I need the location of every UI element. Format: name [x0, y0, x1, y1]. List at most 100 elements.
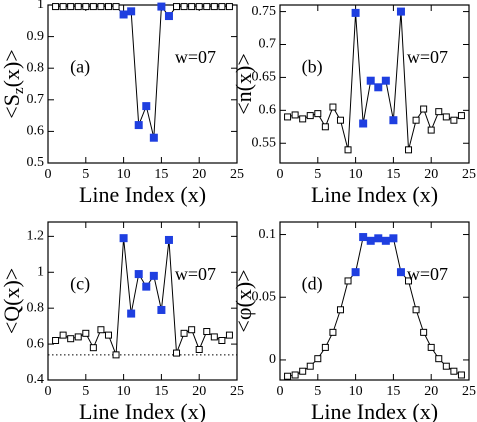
- marker: [52, 3, 60, 11]
- marker: [435, 355, 443, 363]
- y-axis-label-part: <φ(x)>: [231, 269, 256, 332]
- marker: [405, 146, 413, 154]
- x-tick-label: 0: [45, 167, 52, 182]
- y-axis-label-part: z: [11, 87, 27, 94]
- annotation: w=07: [407, 264, 448, 284]
- marker: [142, 102, 151, 111]
- marker: [321, 123, 329, 131]
- marker: [291, 371, 299, 379]
- y-tick-label: 0: [269, 352, 276, 367]
- y-tick-label: 0.6: [259, 103, 277, 118]
- x-axis-label: Line Index (x): [79, 182, 206, 207]
- marker: [142, 282, 151, 291]
- marker: [374, 83, 383, 92]
- marker: [329, 103, 337, 111]
- marker: [457, 371, 465, 379]
- marker: [97, 3, 105, 11]
- y-tick-label: 0.6: [27, 336, 45, 351]
- marker: [119, 10, 128, 19]
- y-tick-label: 1: [37, 264, 44, 279]
- marker: [299, 367, 307, 375]
- marker: [420, 105, 428, 113]
- marker: [405, 277, 413, 285]
- y-tick-label: 0.4: [27, 372, 45, 387]
- marker: [157, 305, 166, 314]
- marker: [180, 329, 188, 337]
- marker: [284, 372, 292, 380]
- y-tick-label: 0.9: [27, 29, 45, 44]
- marker: [203, 328, 211, 336]
- marker: [67, 3, 75, 11]
- marker: [210, 333, 218, 341]
- x-tick-label: 10: [117, 384, 131, 399]
- panel: 0 5 10 15 20 25 0 0.05 0.1 (d) w=07 Line Index (x) <…: [231, 221, 476, 422]
- marker: [149, 271, 158, 280]
- x-tick-label: 15: [386, 167, 400, 182]
- marker: [396, 7, 405, 16]
- marker: [389, 234, 398, 243]
- marker: [351, 8, 360, 17]
- marker: [306, 112, 314, 120]
- x-axis-label: Line Index (x): [311, 182, 438, 207]
- marker: [218, 337, 226, 344]
- x-tick-label: 15: [154, 384, 168, 399]
- marker: [427, 343, 435, 351]
- marker: [374, 234, 383, 243]
- plot-frame: [47, 4, 238, 164]
- x-tick-label: 10: [349, 167, 363, 182]
- x-tick-label: 5: [82, 167, 89, 182]
- panel-label: (d): [302, 273, 323, 294]
- marker: [314, 110, 322, 118]
- y-tick-label: 0.8: [27, 300, 45, 315]
- marker: [420, 328, 428, 336]
- y-tick-label: 0.05: [252, 289, 277, 304]
- marker: [164, 12, 173, 21]
- x-tick-label: 10: [349, 384, 363, 399]
- x-axis-label: Line Index (x): [79, 399, 206, 422]
- marker: [203, 3, 211, 11]
- y-axis-label-part: <Q(x)>: [0, 268, 24, 334]
- marker: [344, 277, 352, 285]
- annotation: w=07: [407, 47, 448, 67]
- marker: [188, 326, 196, 334]
- y-tick-label: 0.6: [27, 124, 45, 139]
- y-axis-label-part: (x)>: [0, 49, 24, 87]
- x-tick-label: 20: [192, 384, 206, 399]
- marker: [225, 3, 233, 11]
- marker: [127, 7, 136, 16]
- y-axis-label-part: <n(x)>: [231, 53, 256, 114]
- panel: 0 5 10 15 20 25 0.55 0.6 0.65 0.7 0.75 (b) w=07 Line …: [231, 4, 476, 207]
- marker: [396, 268, 405, 277]
- y-tick-label: 0.5: [27, 155, 45, 170]
- y-tick-label: 0.75: [252, 4, 277, 19]
- marker: [134, 121, 143, 130]
- x-tick-label: 10: [117, 167, 131, 182]
- marker: [74, 3, 82, 11]
- panel: 0 5 10 15 20 25 0.4 0.6 0.8 1 1.2 (c) w=07 Line Index…: [0, 221, 244, 422]
- marker: [450, 116, 458, 124]
- x-axis-label: Line Index (x): [311, 399, 438, 422]
- y-tick-label: 0.55: [252, 135, 277, 150]
- annotation: w=07: [175, 264, 216, 284]
- marker: [59, 3, 67, 11]
- plot-frame: [279, 221, 470, 381]
- marker: [336, 116, 344, 124]
- marker: [195, 3, 203, 11]
- marker: [180, 3, 188, 11]
- marker: [164, 235, 173, 244]
- marker: [299, 115, 307, 123]
- x-tick-label: 20: [424, 167, 438, 182]
- marker: [351, 268, 360, 277]
- x-tick-label: 25: [462, 384, 476, 399]
- marker: [359, 119, 368, 128]
- marker: [389, 116, 398, 125]
- marker: [306, 362, 314, 370]
- marker: [291, 111, 299, 119]
- panel: 0 5 10 15 20 25 0.5 0.6 0.7 0.8 0.9 1 (a) w=07 Line In…: [0, 0, 244, 207]
- marker: [149, 133, 158, 142]
- marker: [284, 113, 292, 121]
- panel-label: (b): [302, 56, 323, 77]
- marker: [112, 3, 120, 11]
- marker: [218, 3, 226, 11]
